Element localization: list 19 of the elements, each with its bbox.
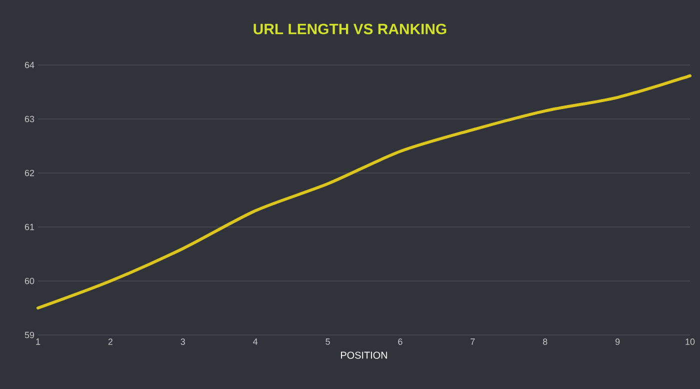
x-tick-label: 8 [543,338,548,345]
y-tick-label: 64 [24,62,34,68]
x-tick-label: 7 [470,338,475,345]
y-tick-label: 60 [24,278,34,284]
y-tick-label: 63 [24,116,34,122]
x-tick-label: 9 [615,338,620,345]
chart-title: URL LENGTH VS RANKING [254,24,446,34]
x-tick-label: 3 [180,338,185,345]
x-tick-label: 4 [253,338,258,345]
y-tick-label: 59 [24,332,34,338]
y-tick-label: 62 [24,170,34,176]
line-series [36,74,692,310]
x-tick-label: 5 [326,338,330,345]
y-tick-label: 61 [24,224,34,230]
x-tick-label: 6 [398,338,402,345]
x-axis-title: POSITION [341,352,388,359]
x-tick-label: 1 [36,338,40,345]
x-tick-label: 10 [686,338,695,345]
x-tick-label: 2 [108,338,112,345]
